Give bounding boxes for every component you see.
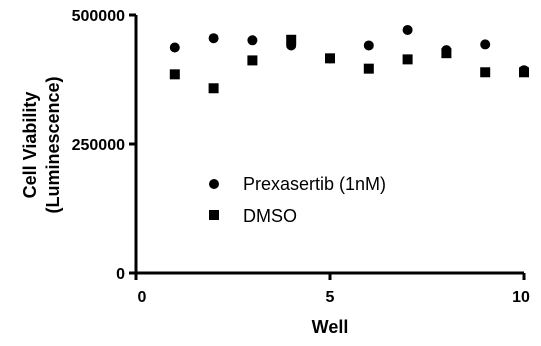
legend-label-dmso: DMSO <box>243 206 297 226</box>
x-axis-title: Well <box>312 317 349 337</box>
prexasertib-point-7 <box>402 24 413 35</box>
prexasertib-point-1 <box>169 42 180 53</box>
prexasertib-point-3 <box>247 35 258 46</box>
dmso-point-1 <box>169 69 180 80</box>
x-tick-label-0: 0 <box>138 289 147 306</box>
x-tick-label-5: 5 <box>326 289 335 306</box>
dmso-point-7 <box>402 54 413 65</box>
series-dmso <box>169 34 529 94</box>
prexasertib-point-9 <box>480 39 491 50</box>
series-prexasertib <box>169 24 529 76</box>
dmso-point-3 <box>247 55 258 66</box>
x-axis: 0 5 10 <box>134 271 530 306</box>
data-points <box>169 24 529 94</box>
y-axis-title-line-1: Cell Viability <box>20 92 40 199</box>
dmso-point-4 <box>286 34 297 45</box>
dmso-point-9 <box>480 67 491 78</box>
dmso-point-8 <box>441 48 452 59</box>
y-axis-title-line-2: (Luminescence) <box>43 76 63 213</box>
legend-label-prexasertib: Prexasertib (1nM) <box>243 174 386 194</box>
dmso-point-6 <box>363 63 374 74</box>
x-tick-label-10: 10 <box>512 289 530 306</box>
dmso-point-5 <box>325 53 335 64</box>
legend-marker-prexasertib <box>209 179 219 189</box>
y-tick-label-250000: 250000 <box>72 137 125 154</box>
dmso-point-2 <box>208 83 219 94</box>
y-axis: 0 250000 500000 <box>72 8 138 283</box>
prexasertib-point-6 <box>363 40 374 51</box>
y-axis-title: Cell Viability (Luminescence) <box>20 76 63 213</box>
legend-marker-dmso <box>209 210 219 220</box>
y-tick-label-0: 0 <box>116 266 125 283</box>
legend: Prexasertib (1nM) DMSO <box>209 174 386 226</box>
dmso-point-10 <box>519 67 529 78</box>
prexasertib-point-2 <box>208 33 219 44</box>
y-tick-label-500000: 500000 <box>72 8 125 25</box>
